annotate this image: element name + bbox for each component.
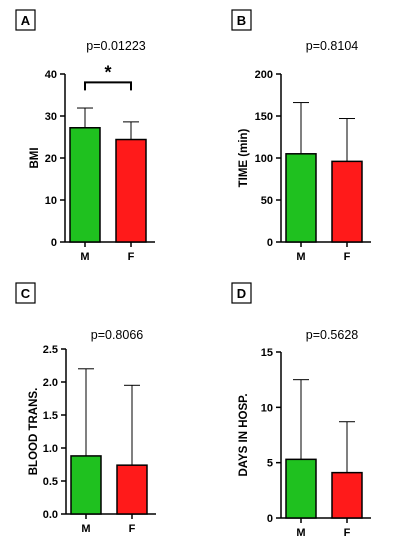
- y-tick-label: 100: [255, 153, 273, 165]
- x-tick-label-m: M: [296, 527, 305, 539]
- y-axis-label: TIME (min): [238, 128, 250, 187]
- panel-d: Dp=0.5628 DAYS IN HOSP. 0 5 10 15 M F: [231, 282, 371, 539]
- x-tick-label-f: F: [344, 527, 351, 539]
- panel-a: Ap=0.01223 BMI 0 10 20 30 40 M F *: [15, 9, 155, 263]
- y-tick-label: 30: [45, 111, 57, 123]
- bar-f: [115, 138, 147, 243]
- y-tick-label: 1.0: [43, 443, 58, 455]
- bar-m: [285, 153, 317, 243]
- panel-label: A: [21, 13, 31, 28]
- y-tick-label: 1.5: [43, 410, 58, 422]
- y-tick-label: 0.0: [43, 509, 58, 521]
- bar-m: [70, 455, 102, 515]
- y-tick-label: 2.0: [43, 377, 58, 389]
- x-tick-label-m: M: [80, 251, 89, 263]
- x-tick-label-f: F: [128, 251, 135, 263]
- bar-m: [69, 127, 101, 243]
- significance-bracket: [84, 81, 132, 91]
- bar-f: [331, 160, 363, 243]
- x-tick-label-m: M: [81, 523, 90, 535]
- y-tick-label: 15: [261, 347, 273, 359]
- y-tick-label: 10: [45, 195, 57, 207]
- y-tick-label: 10: [261, 402, 273, 414]
- y-axis-label: DAYS IN HOSP.: [238, 393, 250, 476]
- y-tick-label: 0.5: [43, 476, 58, 488]
- y-tick-label: 150: [255, 111, 273, 123]
- bar-f: [116, 464, 148, 515]
- panel-label-box: [231, 282, 252, 304]
- y-tick-label: 0: [267, 237, 273, 249]
- chart-title: p=0.5628: [306, 328, 359, 342]
- panel-b: Bp=0.8104 TIME (min) 0 50 100 150 200 M F: [231, 9, 371, 263]
- y-tick-label: 0: [51, 237, 57, 249]
- panel-label: B: [237, 13, 246, 28]
- chart-title: p=0.01223: [86, 39, 145, 53]
- panel-label-box: [15, 9, 36, 31]
- chart-title: p=0.8104: [306, 39, 359, 53]
- y-tick-label: 2.5: [43, 344, 58, 356]
- y-tick-label: 0: [267, 513, 273, 525]
- y-axis-label: BLOOD TRANS.: [28, 388, 40, 476]
- x-tick-label-m: M: [296, 251, 305, 263]
- y-tick-label: 40: [45, 69, 57, 81]
- y-tick-label: 50: [261, 195, 273, 207]
- x-tick-label-f: F: [344, 251, 351, 263]
- panel-label: D: [237, 286, 246, 301]
- panel-label-box: [231, 9, 252, 31]
- panel-c: Cp=0.8066 BLOOD TRANS. 0.0 0.5 1.0 1.5 2.0 2.5 M…: [15, 282, 156, 535]
- chart-title: p=0.8066: [91, 328, 144, 342]
- panel-label: C: [21, 286, 31, 301]
- y-tick-label: 5: [267, 458, 273, 470]
- y-tick-label: 20: [45, 153, 57, 165]
- x-tick-label-f: F: [129, 523, 136, 535]
- y-tick-label: 200: [255, 69, 273, 81]
- bar-m: [285, 458, 317, 519]
- bar-f: [331, 471, 363, 519]
- panel-label-box: [15, 282, 36, 304]
- significance-marker: *: [104, 62, 111, 82]
- y-axis-label: BMI: [29, 147, 41, 168]
